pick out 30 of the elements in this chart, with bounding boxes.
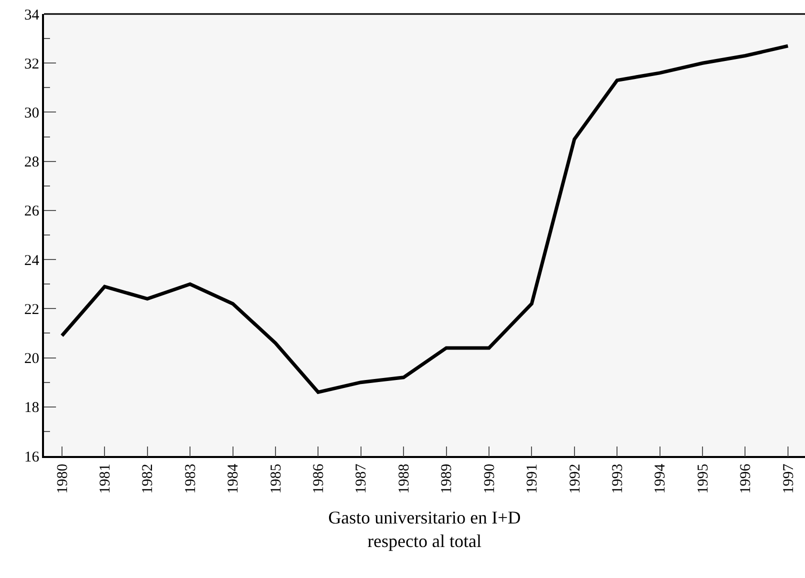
x-tick-label: 1993 xyxy=(610,464,626,494)
y-tick-label: 24 xyxy=(24,252,40,269)
y-tick-label: 28 xyxy=(24,154,40,171)
x-tick-label: 1995 xyxy=(695,464,712,494)
x-tick-label: 1982 xyxy=(140,464,156,494)
x-tick-label: 1986 xyxy=(311,463,328,494)
x-tick-label: 1988 xyxy=(396,464,412,494)
y-tick-label: 22 xyxy=(24,302,40,318)
y-tick-label: 20 xyxy=(24,351,40,368)
y-tick-label: 30 xyxy=(24,105,40,122)
x-tick-label: 1994 xyxy=(652,463,669,494)
y-tick-label: 32 xyxy=(24,56,40,72)
y-tick-label: 26 xyxy=(24,204,40,220)
y-tick-label: 34 xyxy=(24,7,40,24)
x-tick-label: 1991 xyxy=(524,464,541,494)
x-tick-label: 1997 xyxy=(780,463,797,494)
x-tick-label: 1992 xyxy=(567,464,584,494)
x-tick-label: 1989 xyxy=(439,464,456,494)
x-tick-label: 1981 xyxy=(98,464,114,494)
x-tick-label: 1985 xyxy=(268,464,284,494)
y-tick-label: 16 xyxy=(24,449,40,466)
x-tick-label: 1996 xyxy=(738,463,754,494)
x-tick-label: 1987 xyxy=(354,463,370,494)
x-tick-label: 1980 xyxy=(54,464,71,494)
x-tick-label: 1990 xyxy=(482,464,498,494)
x-tick-label: 1983 xyxy=(182,464,199,494)
x-axis-title: Gasto universitario en I+D respecto al total xyxy=(328,507,521,551)
line-series xyxy=(60,44,790,394)
x-tick-label: 1984 xyxy=(226,463,242,494)
y-tick-label: 18 xyxy=(24,400,40,416)
